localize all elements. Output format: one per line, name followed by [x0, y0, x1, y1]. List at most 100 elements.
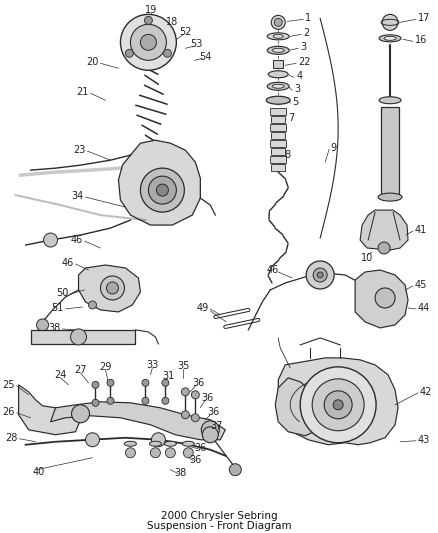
Bar	[271, 164, 285, 171]
Ellipse shape	[124, 441, 136, 446]
Circle shape	[148, 176, 177, 204]
Polygon shape	[355, 270, 408, 328]
Text: 42: 42	[420, 387, 432, 397]
Circle shape	[85, 433, 99, 447]
Text: 50: 50	[56, 288, 68, 298]
Text: 33: 33	[146, 360, 159, 370]
Circle shape	[131, 25, 166, 60]
Text: 36: 36	[189, 455, 201, 465]
Text: 22: 22	[298, 57, 311, 67]
Polygon shape	[275, 378, 318, 436]
Circle shape	[145, 17, 152, 25]
Circle shape	[191, 414, 199, 422]
Text: 19: 19	[145, 5, 158, 15]
Circle shape	[181, 388, 189, 396]
Circle shape	[191, 391, 199, 399]
Bar	[270, 140, 286, 147]
Circle shape	[37, 319, 49, 331]
Circle shape	[162, 379, 169, 386]
Text: 40: 40	[32, 467, 45, 477]
Circle shape	[163, 50, 171, 58]
Circle shape	[106, 282, 118, 294]
Text: 44: 44	[418, 303, 430, 313]
Ellipse shape	[272, 49, 284, 52]
Circle shape	[181, 411, 189, 419]
Text: 46: 46	[70, 235, 82, 245]
Ellipse shape	[267, 82, 289, 90]
Text: 37: 37	[210, 421, 223, 431]
Text: 46: 46	[266, 265, 279, 275]
Ellipse shape	[149, 441, 161, 446]
Text: Suspension - Front Diagram: Suspension - Front Diagram	[147, 521, 292, 531]
Text: 2000 Chrysler Sebring: 2000 Chrysler Sebring	[161, 511, 278, 521]
Circle shape	[43, 233, 57, 247]
Text: 38: 38	[174, 467, 187, 478]
Circle shape	[317, 272, 323, 278]
Text: 45: 45	[415, 280, 427, 290]
Ellipse shape	[379, 97, 401, 104]
Text: 21: 21	[76, 87, 88, 97]
Ellipse shape	[272, 84, 284, 88]
Bar	[271, 132, 285, 139]
Text: 34: 34	[71, 191, 84, 201]
Text: 49: 49	[196, 303, 208, 313]
Text: 38: 38	[48, 323, 60, 333]
Bar	[270, 156, 286, 163]
Text: 5: 5	[292, 97, 298, 107]
Circle shape	[184, 448, 193, 458]
Text: 52: 52	[179, 27, 191, 37]
Circle shape	[162, 397, 169, 405]
Text: 9: 9	[330, 143, 336, 153]
Circle shape	[202, 427, 218, 443]
Circle shape	[141, 168, 184, 212]
Text: 54: 54	[199, 52, 212, 62]
Circle shape	[100, 276, 124, 300]
Polygon shape	[78, 265, 141, 312]
Circle shape	[312, 379, 364, 431]
Text: 23: 23	[73, 145, 85, 155]
Circle shape	[92, 381, 99, 389]
Circle shape	[107, 379, 114, 386]
Text: 3: 3	[300, 42, 306, 52]
Bar	[31, 330, 135, 344]
Bar	[271, 116, 285, 123]
Text: 28: 28	[5, 433, 18, 443]
Polygon shape	[118, 140, 200, 225]
Text: 10: 10	[361, 253, 373, 263]
Circle shape	[156, 184, 168, 196]
Text: 51: 51	[51, 303, 64, 313]
Ellipse shape	[267, 46, 289, 54]
Text: 36: 36	[194, 443, 206, 453]
Text: 27: 27	[74, 365, 87, 375]
Circle shape	[274, 18, 282, 26]
Circle shape	[141, 34, 156, 50]
Circle shape	[324, 391, 352, 419]
Bar	[270, 108, 286, 115]
Circle shape	[71, 405, 89, 423]
Text: 8: 8	[284, 150, 290, 160]
Polygon shape	[18, 385, 81, 435]
Text: 43: 43	[418, 435, 430, 445]
Bar	[271, 148, 285, 155]
Circle shape	[382, 14, 398, 30]
Circle shape	[152, 433, 166, 447]
Circle shape	[166, 448, 175, 458]
Text: 26: 26	[2, 407, 14, 417]
Bar	[273, 60, 283, 68]
Bar	[270, 124, 286, 131]
Text: 46: 46	[61, 258, 74, 268]
Ellipse shape	[266, 96, 290, 104]
Text: 7: 7	[288, 113, 294, 123]
Ellipse shape	[268, 71, 288, 78]
Circle shape	[120, 14, 177, 70]
Text: 20: 20	[86, 57, 99, 67]
Ellipse shape	[378, 193, 402, 201]
Circle shape	[230, 464, 241, 475]
Circle shape	[71, 329, 86, 345]
Text: 35: 35	[177, 361, 190, 371]
Polygon shape	[278, 358, 398, 445]
Text: 36: 36	[192, 378, 205, 388]
Ellipse shape	[384, 36, 396, 41]
Text: 17: 17	[418, 13, 431, 23]
Circle shape	[92, 399, 99, 406]
